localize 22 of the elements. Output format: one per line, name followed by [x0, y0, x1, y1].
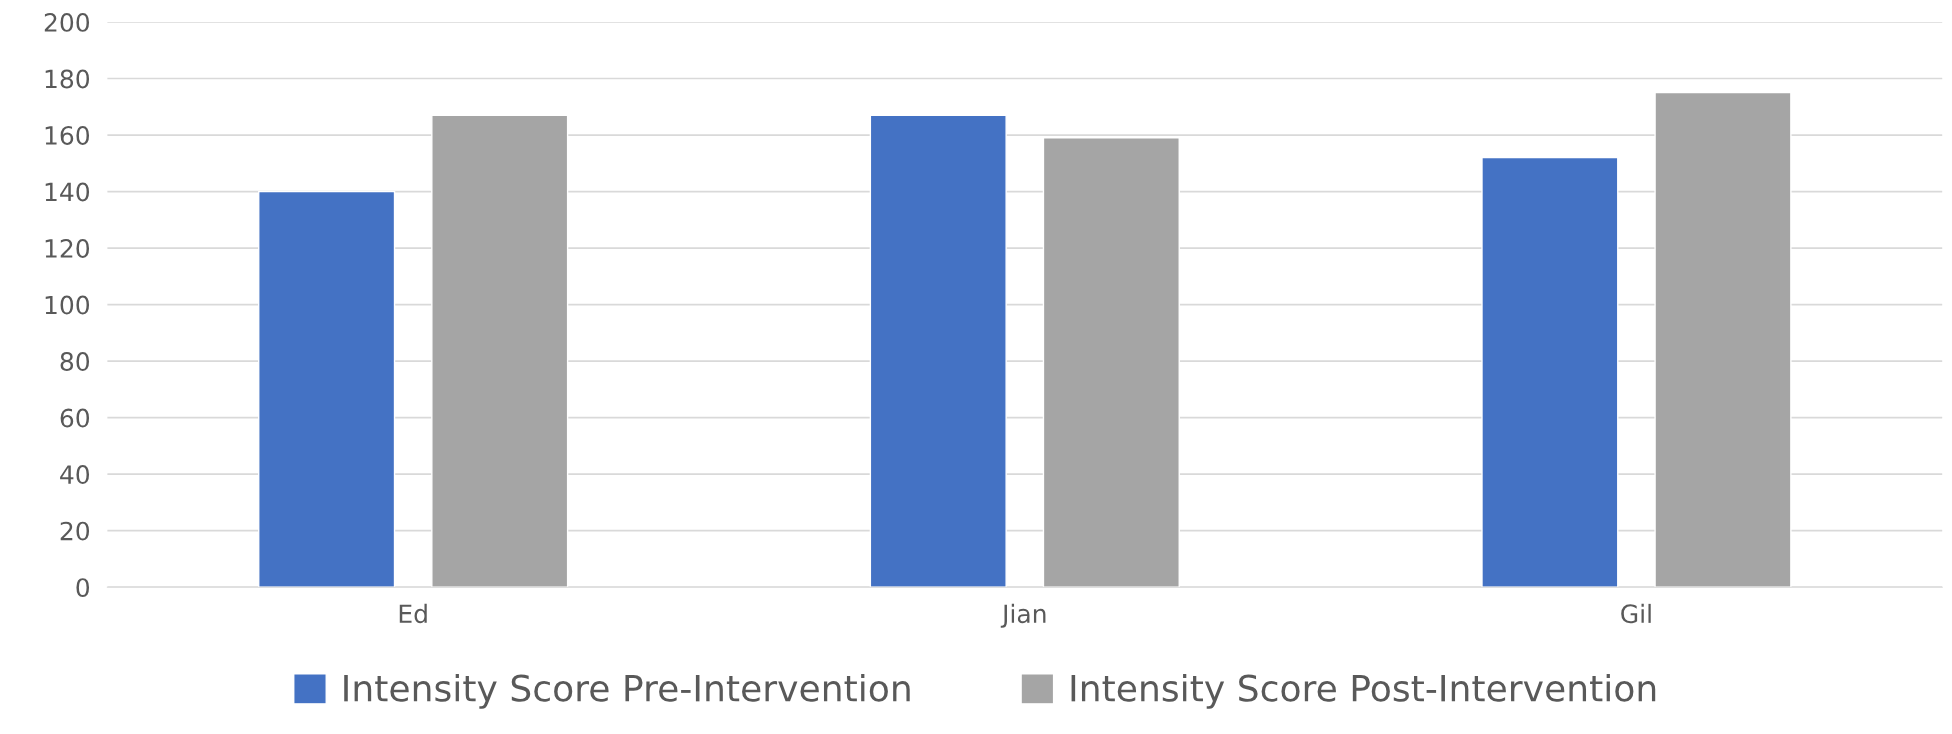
bar: [1654, 91, 1792, 588]
x-tick-label: Gil: [1621, 603, 1651, 624]
y-tick-label: 100: [45, 295, 90, 315]
bar: [1481, 156, 1619, 588]
legend-label: Intensity Score Pre-Intervention: [344, 673, 910, 709]
y-tick-label: 80: [60, 352, 90, 371]
bar: [869, 114, 1007, 588]
y-tick-label: 200: [44, 12, 90, 32]
bar: [431, 114, 569, 588]
y-tick-label: 40: [60, 465, 90, 485]
y-tick-label: 60: [60, 408, 90, 428]
x-tick-label: Ed: [399, 603, 427, 624]
y-tick-label: 140: [45, 182, 90, 202]
y-tick-label: 120: [45, 239, 90, 258]
y-tick-label: 160: [45, 126, 90, 145]
y-tick-label: 180: [45, 69, 90, 89]
legend-label: Intensity Score Post-Intervention: [1071, 673, 1656, 709]
x-tick-label: Jian: [1000, 603, 1046, 628]
bar: [258, 190, 396, 588]
y-tick-label: 20: [60, 521, 90, 541]
y-tick-label: 0: [76, 578, 90, 598]
bar: [1042, 137, 1180, 588]
